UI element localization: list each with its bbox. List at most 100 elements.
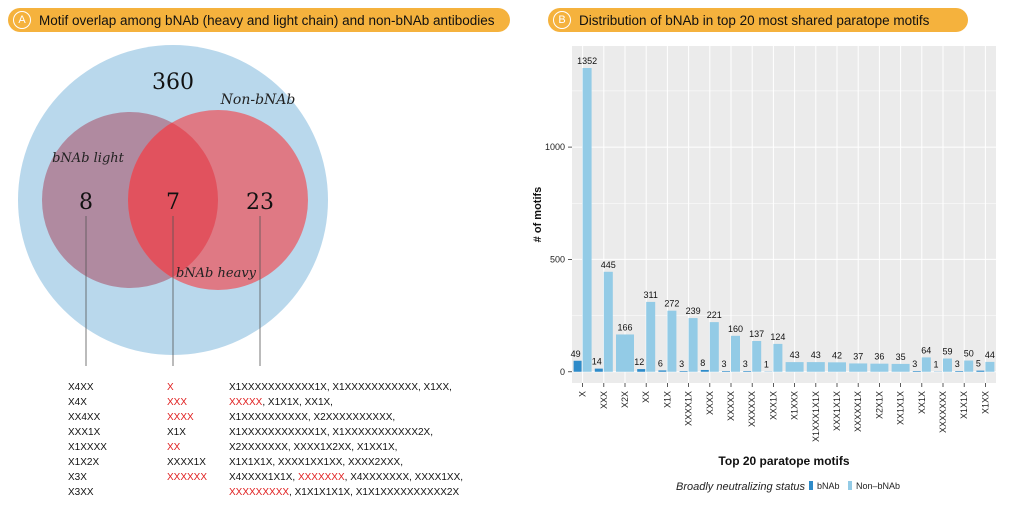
legend-swatch-bnab [809,481,813,490]
bar-non-bnab [773,343,783,372]
x-tick-label: X1X [662,391,672,408]
x-tick-label: X2X1X [874,391,884,419]
motif-heavy-only-segment: X4XXXX1X1X, [229,472,298,483]
x-tick-label: X2X [620,391,630,408]
motif-shared-item: XXX [167,397,188,408]
bar-label-non-bnab: 221 [707,310,722,320]
bar-non-bnab [709,322,719,372]
x-tick-label: X1XXX1X1X [811,391,821,442]
bar-label-bnab: 12 [634,357,644,367]
motif-heavy-only-segment: X2XXXXXXX, XXXX1X2XX, X1XX1X, [229,442,398,453]
motif-heavy-only-segment: , X1X1X1X1X, X1X1XXXXXXXXXX2X [289,487,460,498]
motif-light-only-item: X4X [68,397,87,408]
x-tick-label: XXX1X1X [832,391,842,431]
bar-bnab [594,368,603,372]
legend-swatch-non-bnab [848,481,852,490]
motif-heavy-only-segment: XXXXXXX [297,472,345,483]
motif-light-only-item: X3X [68,472,87,483]
x-axis-title: Top 20 paratope motifs [718,454,849,468]
bar-non-bnab [806,362,825,372]
bar-label-bnab: 3 [721,359,726,369]
panel-a-title: Motif overlap among bNAb (heavy and ligh… [39,12,495,28]
motif-shared-item: XX [167,442,181,453]
bar-non-bnab [752,340,762,372]
x-tick-label: X1XX [980,391,990,414]
motif-heavy-only-segment: X1X1X1X, XXXX1XX1XX, XXXX2XXX, [229,457,403,468]
bar-non-bnab [582,68,592,372]
bar-label-non-bnab: 36 [874,352,884,362]
bar-bnab [679,371,688,372]
bar-bnab [976,370,985,372]
venn-label-non-bnab: Non-bNAb [220,92,296,108]
x-tick-label: XXXXXX [747,391,757,427]
bar-label-bnab: 49 [571,349,581,359]
x-tick-label: XXXX1X [684,391,694,426]
bar-bnab [658,370,667,372]
motif-shared-item: XXXX [167,412,194,423]
bar-non-bnab [731,335,740,372]
bar-label-bnab: 3 [679,359,684,369]
x-tick-label: XXX1X [768,391,778,420]
motif-heavy-only-line: X1XXXXXXXXXXX1X, X1XXXXXXXXXXX, X1XX, [229,380,463,395]
bar-label-bnab: 3 [743,359,748,369]
venn-label-bnab-heavy: bNAb heavy [176,266,257,281]
y-axis-title: # of motifs [532,187,544,243]
bar-non-bnab [603,271,613,372]
panel-b-letter: B [553,11,571,29]
motif-shared-item: XXXXXX [167,472,208,483]
bar-label-non-bnab: 37 [853,351,863,361]
bar-label-non-bnab: 1352 [577,56,597,66]
bar-non-bnab [828,362,846,372]
motif-heavy-only-segment: , X1X1X, XX1X, [262,397,333,408]
bar-non-bnab [891,363,910,372]
motif-light-only-item: X4XX [68,382,94,393]
motif-shared-item: XXXX1X [167,457,206,468]
bar-non-bnab [870,363,889,372]
bar-bnab [637,369,646,372]
bar-label-non-bnab: 43 [790,350,800,360]
bar-label-non-bnab: 160 [728,324,743,334]
motif-list-shared: X XXX XXXX X1X XX XXXX1X XXXXXX [167,380,207,485]
x-tick-label: XX1X [917,391,927,414]
bar-bnab [700,369,709,372]
bar-label-non-bnab: 311 [644,290,658,300]
panel-b-header: B Distribution of bNAb in top 20 most sh… [548,8,968,32]
bar-bnab [912,371,921,372]
motif-heavy-only-line: X1X1X1X, XXXX1XX1XX, XXXX2XXX, [229,455,463,470]
bar-non-bnab [849,363,868,372]
x-tick-label: XXXXX [726,391,736,421]
bar-bnab [955,371,964,372]
bar-label-bnab: 5 [976,359,981,369]
bar-label-non-bnab: 42 [832,350,842,360]
bar-label-non-bnab: 166 [617,322,632,332]
venn-count-light-only: 8 [79,190,93,215]
bar-label-bnab: 1 [764,360,769,370]
motif-heavy-only-line: X1XXXXXXXXXXX1X, X1XXXXXXXXXXX2X, [229,425,463,440]
x-tick-label: X [578,391,588,397]
motif-list-heavy-only: X1XXXXXXXXXXX1X, X1XXXXXXXXXXX, X1XX, XXX… [229,380,463,500]
bar-label-bnab: 1 [933,360,938,370]
motif-list-light-only: X4XX X4X XX4XX XXX1X X1XXXX X1X2X X3X X3XX [68,380,107,500]
x-tick-label: XX [641,391,651,403]
motif-shared-item: X1X [167,427,186,438]
bar-label-non-bnab: 124 [770,332,785,342]
motif-heavy-only-line: X4XXXX1X1X, XXXXXXX, X4XXXXXXX, XXXX1XX, [229,470,463,485]
x-tick-label: XXXXXXX [938,391,948,433]
panel-a-letter: A [13,11,31,29]
motif-heavy-only-segment: XXXXX [229,397,263,408]
bar-label-bnab: 8 [700,358,705,368]
motif-heavy-only-segment: X1XXXXXXXXXX, X2XXXXXXXXXX, [229,412,396,423]
motif-light-only-item: X1XXXX [68,442,107,453]
bar-bnab [573,360,582,372]
bar-bnab [743,371,752,372]
bar-label-bnab: 3 [912,359,917,369]
bar-label-non-bnab: 44 [985,350,995,360]
motif-shared-item: X [167,382,174,393]
bar-label-non-bnab: 137 [749,329,764,339]
bar-label-non-bnab: 445 [601,260,616,270]
bar-label-non-bnab: 35 [896,352,906,362]
motif-heavy-only-line: X1XXXXXXXXXX, X2XXXXXXXXXX, [229,410,463,425]
x-tick-label: XX1X1X [896,391,906,425]
